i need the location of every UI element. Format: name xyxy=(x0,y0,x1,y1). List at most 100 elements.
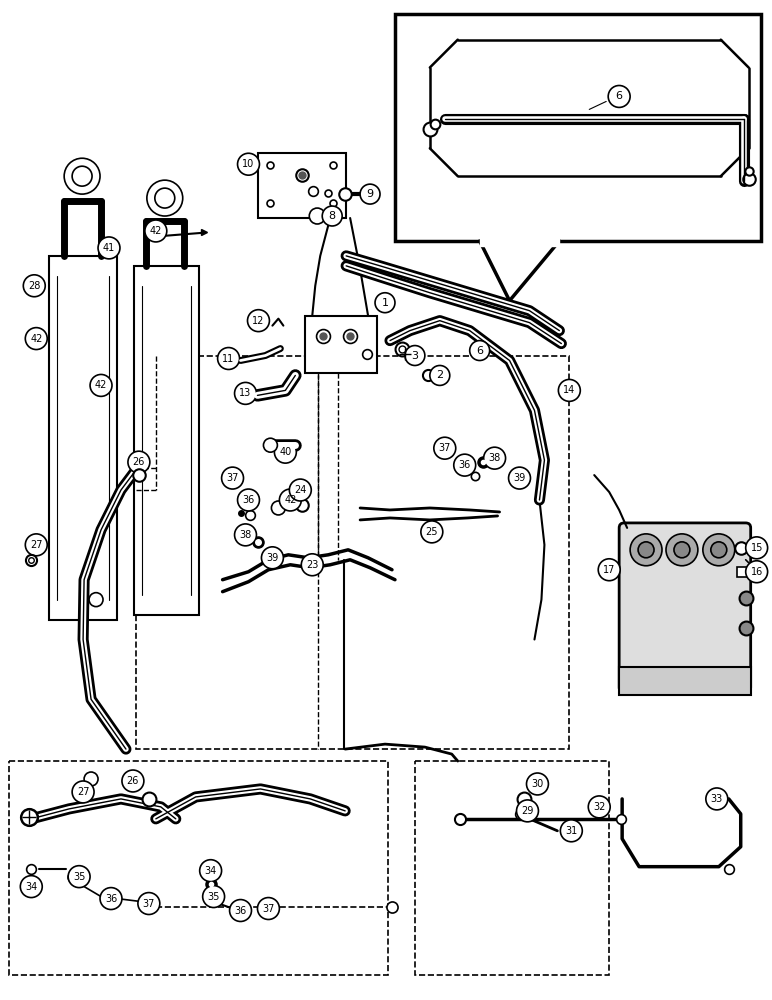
Circle shape xyxy=(20,876,42,898)
Circle shape xyxy=(638,542,654,558)
Text: 38: 38 xyxy=(239,530,252,540)
Text: 37: 37 xyxy=(143,899,155,909)
Circle shape xyxy=(360,184,380,204)
Text: 35: 35 xyxy=(208,892,220,902)
Text: 36: 36 xyxy=(105,894,117,904)
Text: 12: 12 xyxy=(252,316,265,326)
Circle shape xyxy=(516,800,538,822)
Bar xyxy=(259,153,346,218)
Text: 36: 36 xyxy=(235,906,246,916)
Circle shape xyxy=(235,382,256,404)
Circle shape xyxy=(509,467,530,489)
Text: 6: 6 xyxy=(615,91,623,101)
Circle shape xyxy=(434,437,455,459)
Text: 9: 9 xyxy=(367,189,374,199)
Text: 2: 2 xyxy=(436,370,443,380)
Circle shape xyxy=(68,866,90,888)
Text: 32: 32 xyxy=(593,802,605,812)
Circle shape xyxy=(25,328,47,350)
Text: 42: 42 xyxy=(150,226,162,236)
Circle shape xyxy=(238,489,259,511)
Text: 37: 37 xyxy=(262,904,275,914)
Text: 29: 29 xyxy=(521,806,533,816)
Text: 14: 14 xyxy=(564,385,575,395)
Text: 42: 42 xyxy=(95,380,107,390)
Circle shape xyxy=(145,220,167,242)
Text: 27: 27 xyxy=(77,787,90,797)
Text: 42: 42 xyxy=(30,334,42,344)
Circle shape xyxy=(430,365,450,385)
Circle shape xyxy=(25,534,47,556)
Circle shape xyxy=(218,348,239,369)
Text: 16: 16 xyxy=(750,567,763,577)
Text: 1: 1 xyxy=(381,298,388,308)
Circle shape xyxy=(588,796,610,818)
Circle shape xyxy=(483,447,506,469)
Bar xyxy=(9,761,388,975)
Text: 6: 6 xyxy=(476,346,483,356)
Circle shape xyxy=(608,85,630,107)
Circle shape xyxy=(72,166,92,186)
Circle shape xyxy=(746,561,767,583)
Text: 13: 13 xyxy=(239,388,252,398)
Bar xyxy=(619,667,750,695)
Circle shape xyxy=(235,524,256,546)
Bar xyxy=(415,761,609,975)
Text: 17: 17 xyxy=(603,565,615,575)
Circle shape xyxy=(746,537,767,559)
Circle shape xyxy=(560,820,582,842)
Circle shape xyxy=(279,489,301,511)
Circle shape xyxy=(301,554,323,576)
Text: 3: 3 xyxy=(411,351,418,361)
Text: 42: 42 xyxy=(284,495,296,505)
Circle shape xyxy=(405,346,425,365)
Circle shape xyxy=(310,208,325,224)
Text: 35: 35 xyxy=(73,872,85,882)
Circle shape xyxy=(703,534,735,566)
Circle shape xyxy=(203,886,225,908)
Text: 23: 23 xyxy=(306,560,319,570)
Circle shape xyxy=(666,534,698,566)
Circle shape xyxy=(272,501,286,515)
Text: 28: 28 xyxy=(28,281,40,291)
Text: 26: 26 xyxy=(127,776,139,786)
Circle shape xyxy=(375,293,395,313)
Circle shape xyxy=(469,341,489,361)
Bar xyxy=(49,256,117,620)
Circle shape xyxy=(72,781,94,803)
Text: 34: 34 xyxy=(205,866,217,876)
Circle shape xyxy=(122,770,144,792)
Circle shape xyxy=(454,454,476,476)
Circle shape xyxy=(322,206,342,226)
Text: 26: 26 xyxy=(133,457,145,467)
Bar xyxy=(134,266,198,615)
Circle shape xyxy=(290,479,311,501)
Circle shape xyxy=(23,275,46,297)
Circle shape xyxy=(89,593,103,607)
Circle shape xyxy=(274,441,296,463)
Text: 37: 37 xyxy=(438,443,451,453)
Circle shape xyxy=(263,438,277,452)
Text: 31: 31 xyxy=(565,826,577,836)
Text: 30: 30 xyxy=(531,779,543,789)
Circle shape xyxy=(147,180,183,216)
Circle shape xyxy=(98,237,120,259)
Circle shape xyxy=(200,860,222,882)
Circle shape xyxy=(128,451,150,473)
Circle shape xyxy=(262,547,283,569)
Bar xyxy=(305,316,377,373)
Text: 27: 27 xyxy=(30,540,42,550)
Text: 36: 36 xyxy=(459,460,471,470)
Circle shape xyxy=(598,559,620,581)
Circle shape xyxy=(64,158,100,194)
FancyBboxPatch shape xyxy=(619,523,750,692)
Text: 38: 38 xyxy=(489,453,501,463)
Text: 34: 34 xyxy=(25,882,37,892)
Text: 25: 25 xyxy=(425,527,438,537)
Circle shape xyxy=(674,542,690,558)
Circle shape xyxy=(222,467,243,489)
Text: 41: 41 xyxy=(103,243,115,253)
Bar xyxy=(395,14,760,241)
Text: 15: 15 xyxy=(750,543,763,553)
Text: 39: 39 xyxy=(513,473,526,483)
